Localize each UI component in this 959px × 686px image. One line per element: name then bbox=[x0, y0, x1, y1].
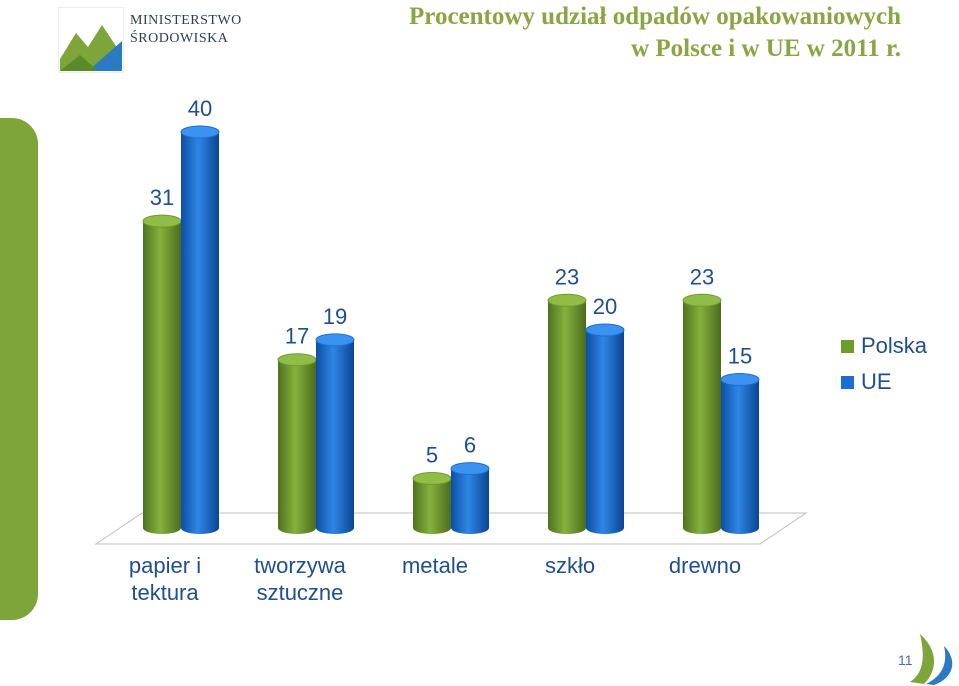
legend-swatch-polska bbox=[841, 339, 854, 353]
left-accent-band bbox=[0, 118, 38, 620]
bar-polska-metale bbox=[412, 472, 452, 534]
bar-polska-tworzywa-sztuczne bbox=[277, 353, 317, 534]
data-label-ue-papier-i-tektura: 40 bbox=[188, 96, 212, 121]
slide-title: Procentowy udział odpadów opakowaniowych… bbox=[409, 1, 901, 65]
legend: Polska UE bbox=[841, 328, 927, 400]
data-label-ue-tworzywa-sztuczne: 19 bbox=[323, 304, 347, 329]
data-label-ue-metale: 6 bbox=[464, 433, 476, 458]
data-label-ue-drewno: 15 bbox=[728, 344, 752, 369]
category-label-tworzywa-sztuczne: tworzywa sztuczne bbox=[254, 553, 346, 605]
data-label-polska-papier-i-tektura: 31 bbox=[150, 185, 174, 210]
data-label-polska-metale: 5 bbox=[426, 443, 438, 468]
legend-label-ue: UE bbox=[861, 369, 892, 394]
data-label-polska-tworzywa-sztuczne: 17 bbox=[285, 324, 309, 349]
data-label-ue-szklo: 20 bbox=[593, 294, 617, 319]
bar-polska-papier-i-tektura bbox=[142, 214, 182, 534]
bar-ue-metale bbox=[450, 462, 490, 534]
bar-polska-drewno bbox=[682, 293, 722, 534]
bar-ue-szklo bbox=[585, 323, 625, 534]
logo-text-line1: MINISTERSTWO bbox=[130, 13, 242, 28]
mountain-logo-icon bbox=[58, 7, 124, 73]
category-label-szklo: szkło bbox=[545, 553, 595, 578]
category-label-papier-i-tektura: papier i tektura bbox=[129, 553, 201, 605]
legend-item-ue: UE bbox=[841, 364, 927, 400]
bar-ue-tworzywa-sztuczne bbox=[315, 333, 355, 534]
bar-ue-papier-i-tektura bbox=[180, 125, 220, 534]
title-line-2: w Polsce i w UE w 2011 r. bbox=[631, 35, 901, 62]
bar-polska-szklo bbox=[547, 293, 587, 534]
logo-text-line2: ŚRODOWISKA bbox=[130, 31, 229, 46]
title-line-1: Procentowy udział odpadów opakowaniowych bbox=[409, 3, 901, 30]
category-label-metale: metale bbox=[402, 553, 468, 578]
category-label-drewno: drewno bbox=[669, 553, 741, 578]
legend-label-polska: Polska bbox=[861, 333, 928, 358]
bar-ue-drewno bbox=[720, 373, 760, 534]
data-label-polska-szklo: 23 bbox=[555, 264, 579, 289]
legend-swatch-ue bbox=[841, 375, 854, 389]
page-number: 11 bbox=[898, 652, 913, 668]
data-label-polska-drewno: 23 bbox=[690, 264, 714, 289]
legend-item-polska: Polska bbox=[841, 328, 927, 364]
chart-floor bbox=[94, 512, 808, 545]
ministry-logo: MINISTERSTWO ŚRODOWISKA bbox=[58, 7, 258, 77]
swoosh-logo-icon bbox=[910, 634, 953, 685]
